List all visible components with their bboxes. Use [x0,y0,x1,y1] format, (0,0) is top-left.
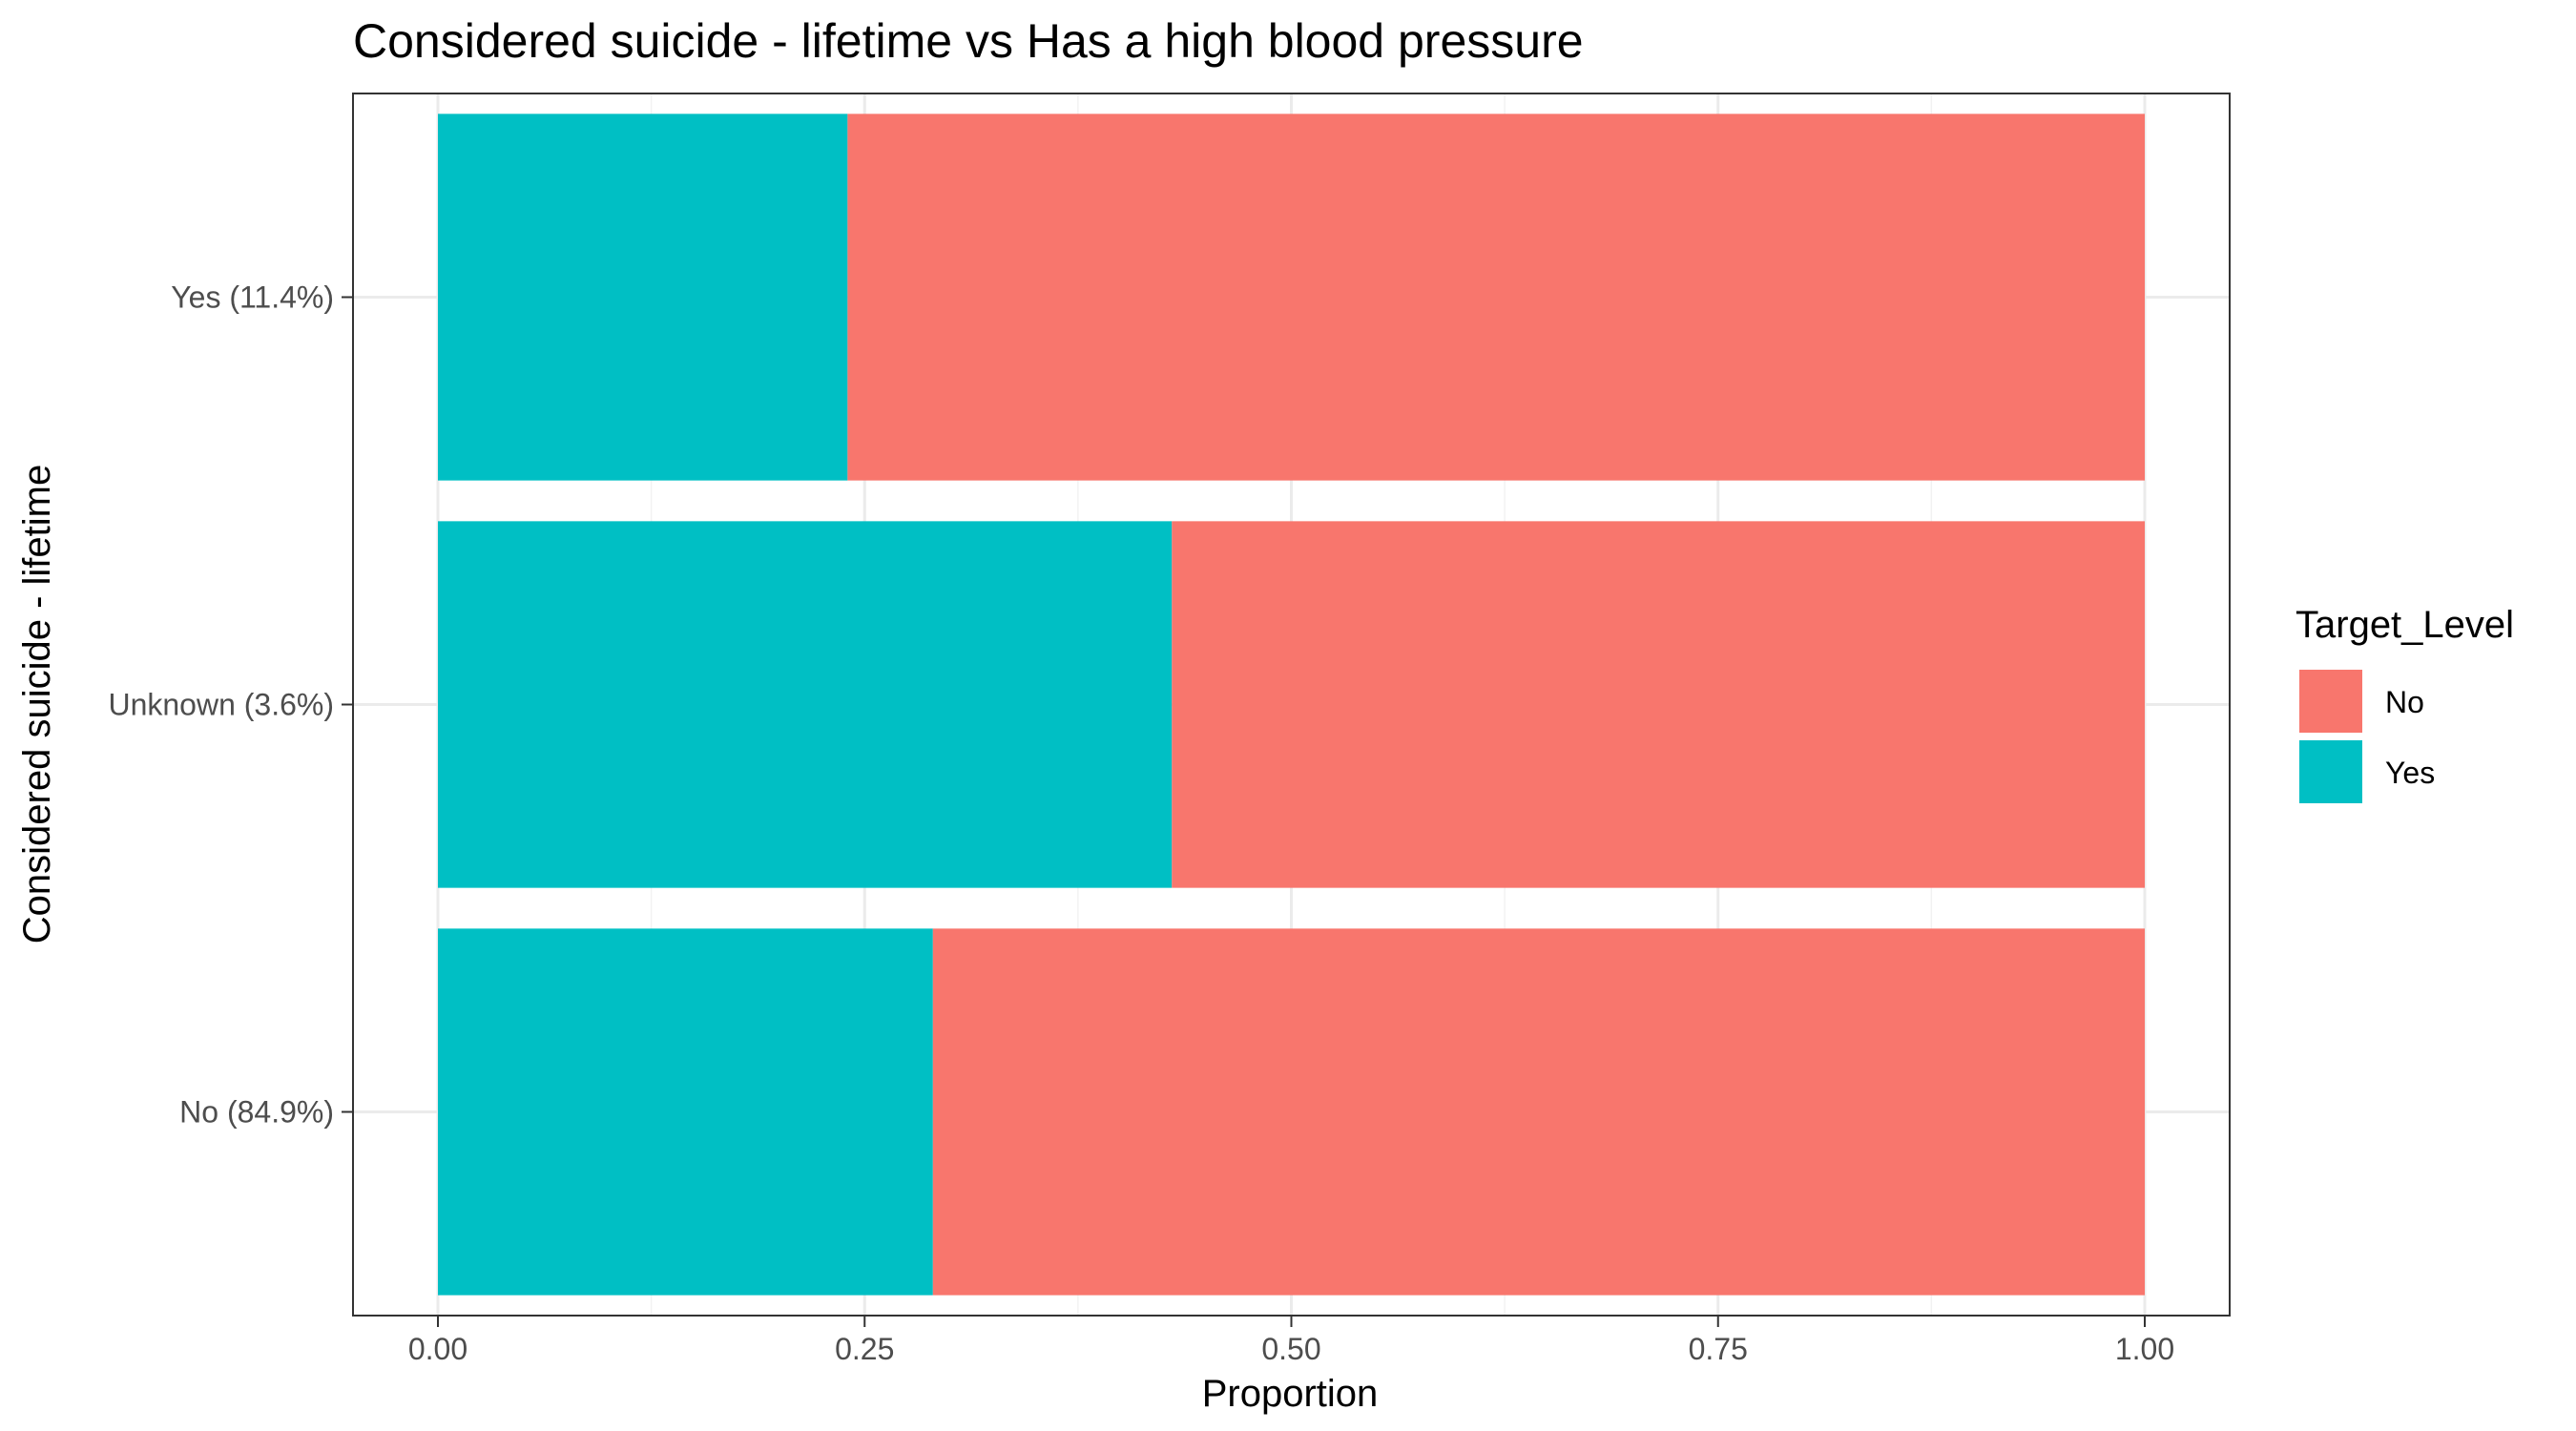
y-axis: No (84.9%) Unknown (3.6%) Yes (11.4%) [108,280,353,1130]
x-tick-label: 0.75 [1689,1332,1748,1366]
legend-key-yes [2299,740,2362,803]
legend-label-yes: Yes [2385,756,2435,790]
bar-yes-0 [438,928,933,1296]
y-tick-label: No (84.9%) [179,1095,334,1130]
legend-title: Target_Level [2296,604,2514,646]
chart-title: Considered suicide - lifetime vs Has a h… [353,14,1584,68]
legend-label-no: No [2385,685,2424,719]
x-axis: 0.00 0.25 0.50 0.75 1.00 [408,1316,2174,1366]
bar-yes-2 [438,114,848,481]
bars [438,114,2145,1296]
y-tick-label: Yes (11.4%) [171,280,334,315]
bar-no-1 [1172,521,2145,888]
x-tick-label: 0.25 [835,1332,894,1366]
bar-no-0 [932,928,2145,1296]
x-tick-label: 1.00 [2115,1332,2174,1366]
y-tick-label: Unknown (3.6%) [108,688,334,722]
x-tick-label: 0.50 [1261,1332,1320,1366]
legend-key-no [2299,670,2362,733]
x-axis-title: Proportion [1202,1373,1379,1415]
legend: Target_Level No Yes [2296,604,2514,803]
bar-no-2 [847,114,2145,481]
bar-yes-1 [438,521,1173,888]
x-tick-label: 0.00 [408,1332,467,1366]
y-axis-title: Considered suicide - lifetime [16,465,58,944]
